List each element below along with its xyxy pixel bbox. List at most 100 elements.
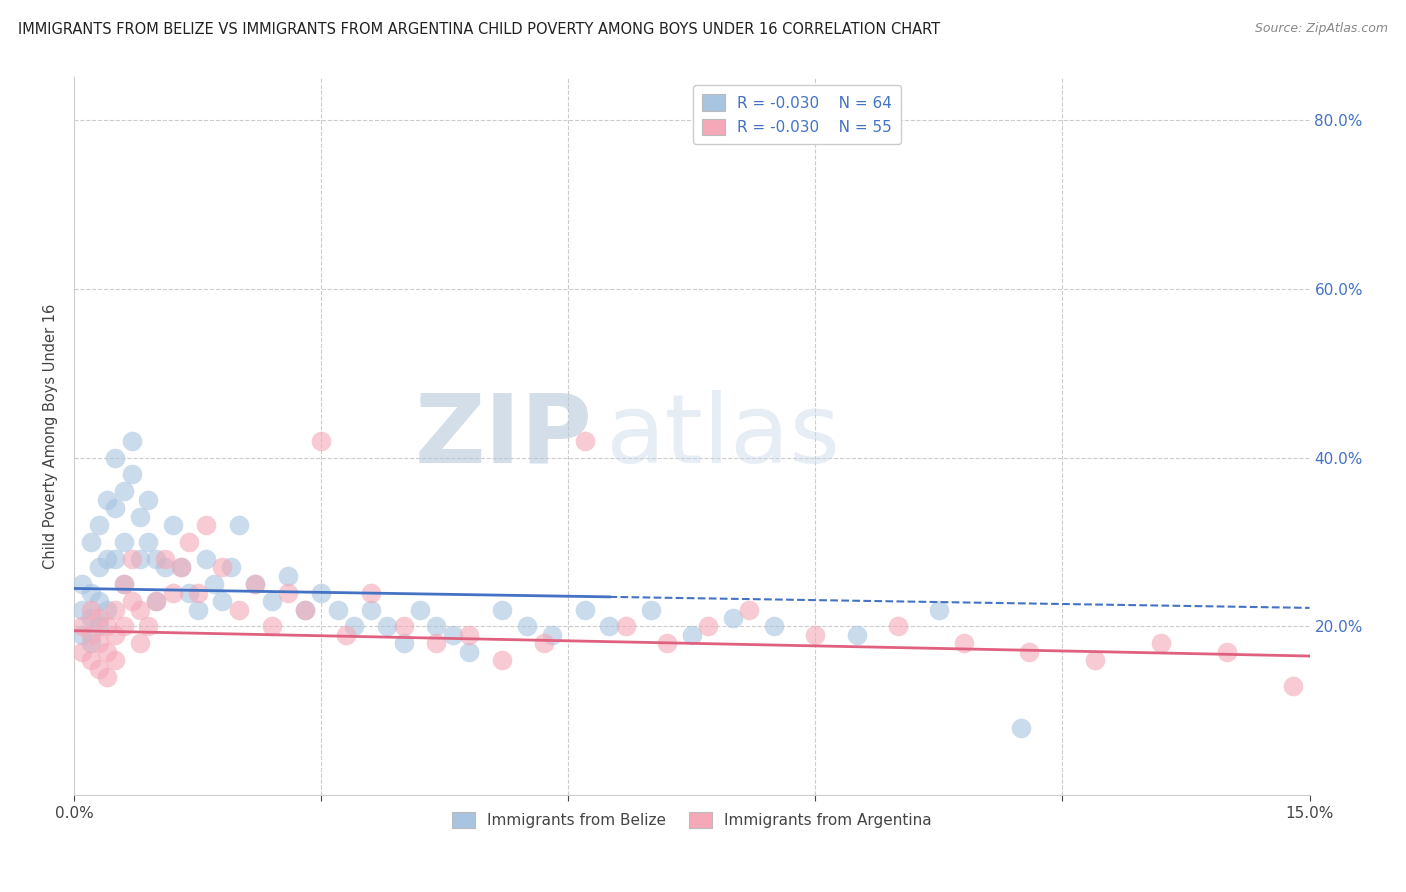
Point (96, 602, 118, 616)
Point (738, 602, 761, 616)
Point (79, 611, 101, 625)
Point (458, 645, 481, 659)
Point (153, 552, 176, 566)
Point (763, 619, 786, 633)
Point (72, 628, 94, 642)
Point (112, 577, 135, 591)
Point (1150, 636, 1173, 650)
Point (87, 560, 110, 574)
Point (392, 619, 415, 633)
Point (343, 619, 366, 633)
Point (326, 602, 349, 616)
Point (928, 602, 950, 616)
Point (72, 645, 94, 659)
Point (136, 535, 159, 549)
Point (309, 434, 332, 448)
Point (425, 619, 447, 633)
Point (112, 619, 135, 633)
Point (79, 636, 101, 650)
Point (112, 484, 135, 499)
Point (96, 670, 118, 684)
Point (112, 577, 135, 591)
Text: IMMIGRANTS FROM BELIZE VS IMMIGRANTS FROM ARGENTINA CHILD POVERTY AMONG BOYS UND: IMMIGRANTS FROM BELIZE VS IMMIGRANTS FRO… (18, 22, 941, 37)
Y-axis label: Child Poverty Among Boys Under 16: Child Poverty Among Boys Under 16 (44, 304, 58, 569)
Point (104, 602, 127, 616)
Point (87, 619, 110, 633)
Point (121, 434, 143, 448)
Point (211, 560, 233, 574)
Point (129, 552, 152, 566)
Point (129, 636, 152, 650)
Point (162, 518, 184, 533)
Point (121, 467, 143, 482)
Point (1216, 645, 1239, 659)
Point (886, 619, 908, 633)
Point (72, 602, 94, 616)
Point (721, 611, 744, 625)
Point (79, 602, 101, 616)
Point (574, 434, 596, 448)
Point (260, 619, 283, 633)
Point (598, 619, 620, 633)
Point (72, 619, 94, 633)
Point (121, 552, 143, 566)
Point (79, 535, 101, 549)
Point (441, 628, 464, 642)
Point (79, 628, 101, 642)
Point (145, 594, 167, 608)
Point (491, 653, 513, 667)
Point (277, 585, 299, 599)
Point (804, 628, 827, 642)
Point (104, 552, 127, 566)
Point (129, 602, 152, 616)
Point (245, 577, 267, 591)
Point (409, 602, 432, 616)
Point (79, 653, 101, 667)
Point (640, 602, 662, 616)
Point (952, 636, 974, 650)
Point (179, 585, 201, 599)
Point (655, 636, 678, 650)
Point (170, 560, 193, 574)
Point (392, 636, 415, 650)
Point (335, 628, 357, 642)
Point (360, 585, 382, 599)
Point (87, 636, 110, 650)
Point (574, 602, 596, 616)
Point (87, 611, 110, 625)
Point (187, 602, 209, 616)
Point (153, 560, 176, 574)
Text: atlas: atlas (606, 390, 841, 483)
Point (458, 628, 481, 642)
Point (211, 594, 233, 608)
Point (697, 619, 720, 633)
Point (516, 619, 538, 633)
Point (87, 662, 110, 676)
Point (112, 535, 135, 549)
Point (96, 552, 118, 566)
Point (681, 628, 703, 642)
Point (219, 560, 242, 574)
Point (179, 535, 201, 549)
Point (540, 628, 562, 642)
Point (96, 492, 118, 507)
Point (491, 602, 513, 616)
Point (228, 602, 250, 616)
Text: Source: ZipAtlas.com: Source: ZipAtlas.com (1254, 22, 1388, 36)
Text: ZIP: ZIP (415, 390, 593, 483)
Point (72, 577, 94, 591)
Point (533, 636, 555, 650)
Legend: Immigrants from Belize, Immigrants from Argentina: Immigrants from Belize, Immigrants from … (446, 805, 938, 834)
Point (309, 585, 332, 599)
Point (187, 585, 209, 599)
Point (145, 594, 167, 608)
Point (121, 594, 143, 608)
Point (194, 518, 217, 533)
Point (96, 619, 118, 633)
Point (136, 619, 159, 633)
Point (79, 585, 101, 599)
Point (614, 619, 637, 633)
Point (245, 577, 267, 591)
Point (1018, 645, 1040, 659)
Point (228, 518, 250, 533)
